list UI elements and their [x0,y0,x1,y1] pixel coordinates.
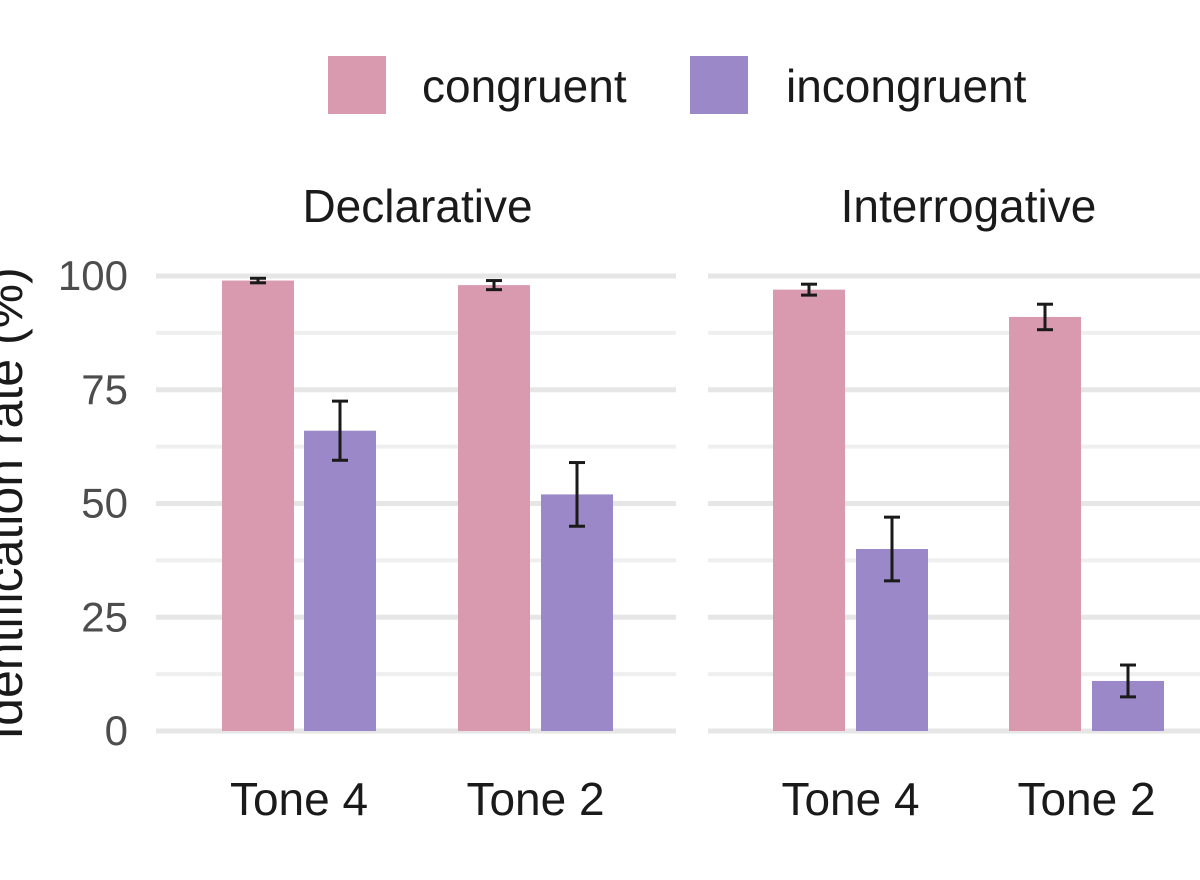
legend-swatch-congruent [328,56,386,114]
y-axis-label-group: Identification rate (%) [0,267,33,739]
facets: Declarative Tone 4 Tone 2 Interrogative Tone… [156,180,1200,825]
facet-declarative: Declarative Tone 4 Tone 2 [156,180,676,825]
bar-congruent-tone-2 [458,285,530,731]
legend-label-congruent: congruent [422,60,627,112]
y-axis-ticks: 0 25 50 75 100 [58,252,128,754]
bar-incongruent-tone-4 [304,430,376,731]
legend-swatch-incongruent [690,56,748,114]
error-bar [1037,302,1053,332]
error-bar [332,399,348,462]
error-bar [250,276,266,285]
bar-congruent-tone-2 [1009,316,1081,731]
y-axis-label: Identification rate (%) [0,267,33,739]
y-tick-label: 50 [81,480,128,527]
y-tick-label: 75 [81,366,128,413]
facet-interrogative: Interrogative Tone 4 Tone 2 [708,180,1200,825]
error-bar [486,279,502,292]
bar-incongruent-tone-2 [541,494,613,731]
error-bar [884,515,900,583]
error-bar [801,282,817,297]
bar-congruent-tone-4 [773,289,845,731]
y-tick-label: 0 [105,707,128,754]
facet-title: Declarative [302,180,532,232]
x-tick-label: Tone 2 [466,773,604,825]
x-tick-label: Tone 4 [230,773,368,825]
legend-label-incongruent: incongruent [786,60,1027,112]
y-tick-label: 25 [81,593,128,640]
x-tick-label: Tone 4 [781,773,919,825]
y-tick-label: 100 [58,252,128,299]
legend: congruent incongruent [328,56,1027,114]
bar-congruent-tone-4 [222,280,294,731]
error-bar [1120,663,1136,699]
facet-title: Interrogative [841,180,1097,232]
error-bar [569,461,585,528]
x-tick-label: Tone 2 [1017,773,1155,825]
